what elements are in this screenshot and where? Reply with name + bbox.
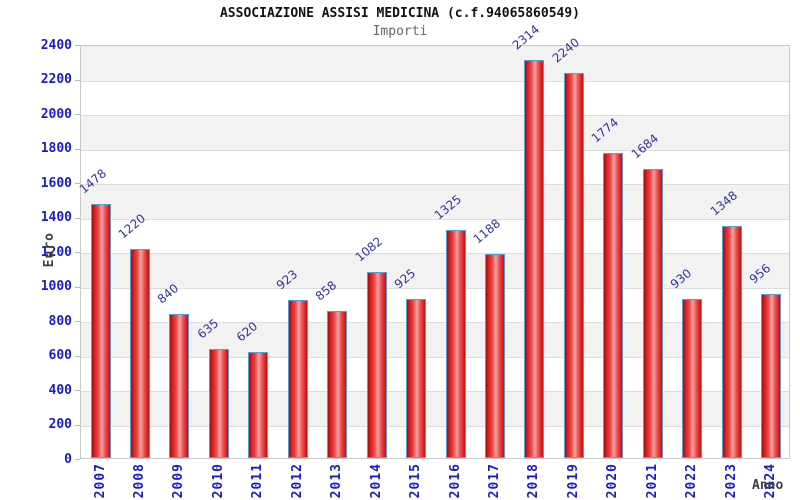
gridline: [81, 322, 789, 323]
y-tick-mark: [75, 390, 80, 391]
y-tick-mark: [75, 114, 80, 115]
x-tick-label: 2017: [486, 463, 502, 499]
y-tick-label: 1000: [40, 279, 72, 294]
bar-2014: [366, 272, 387, 458]
y-axis-title: Euro: [42, 232, 57, 268]
x-tick-label: 2010: [210, 463, 226, 499]
x-tick-label: 2023: [723, 463, 739, 499]
gridline: [81, 115, 789, 116]
y-tick-mark: [75, 286, 80, 288]
y-tick-mark: [75, 355, 80, 357]
y-tick-label: 600: [48, 348, 72, 363]
y-tick-label: 200: [48, 417, 72, 432]
bar-2015: [406, 299, 427, 458]
x-tick-label: 2011: [250, 463, 266, 499]
bar-2016: [445, 230, 466, 458]
x-tick-label: 2022: [684, 463, 700, 499]
bar-2013: [327, 310, 348, 458]
y-tick-label: 1800: [40, 141, 72, 156]
bar-2019: [563, 72, 584, 458]
gridline: [81, 425, 789, 427]
chart-subtitle: Importi: [372, 24, 428, 39]
y-tick-label: 400: [48, 382, 72, 398]
y-tick-mark: [75, 45, 80, 46]
y-tick-label: 1200: [40, 244, 72, 260]
x-tick-label: 2020: [605, 463, 621, 499]
bar-2023: [721, 226, 742, 458]
bar-2010: [208, 349, 229, 458]
y-tick-label: 2000: [40, 106, 72, 122]
gridline: [81, 391, 789, 392]
y-tick-label: 800: [48, 313, 72, 329]
x-tick-label: 2013: [329, 463, 345, 499]
y-tick-mark: [75, 79, 80, 81]
y-tick-label: 1600: [40, 175, 72, 191]
x-tick-label: 2007: [92, 463, 108, 499]
gridline: [81, 218, 789, 220]
gridline: [81, 356, 789, 358]
bar-2021: [642, 168, 663, 458]
plot-band: [81, 391, 789, 426]
x-tick-label: 2016: [447, 463, 463, 499]
bar-2012: [287, 299, 308, 458]
bar-2017: [484, 254, 505, 458]
bar-2022: [682, 298, 703, 458]
bar-2018: [524, 59, 545, 458]
gridline: [81, 253, 789, 254]
x-axis-title: Anno: [752, 478, 784, 493]
y-tick-label: 2200: [40, 72, 72, 87]
plot-band: [81, 115, 789, 150]
y-tick-mark: [75, 252, 80, 253]
y-tick-label: 0: [64, 451, 72, 467]
plot-band: [81, 81, 789, 116]
y-tick-mark: [75, 459, 80, 460]
y-tick-label: 1400: [40, 210, 72, 225]
x-tick-label: 2012: [289, 463, 305, 499]
bar-2011: [248, 352, 269, 458]
x-tick-label: 2018: [526, 463, 542, 499]
plot-band: [81, 150, 789, 185]
bar-2024: [761, 294, 782, 458]
x-tick-label: 2009: [171, 463, 187, 499]
plot-band: [81, 322, 789, 357]
y-tick-label: 2400: [40, 37, 72, 53]
plot-band: [81, 253, 789, 288]
y-tick-mark: [75, 424, 80, 426]
plot-band: [81, 219, 789, 254]
bar-2009: [169, 314, 190, 458]
x-tick-label: 2019: [565, 463, 581, 499]
plot-band: [81, 184, 789, 219]
x-tick-label: 2021: [644, 463, 660, 499]
gridline: [81, 80, 789, 82]
y-tick-mark: [75, 148, 80, 150]
y-tick-mark: [75, 183, 80, 184]
x-tick-label: 2014: [368, 463, 384, 499]
plot-band: [81, 46, 789, 81]
x-tick-label: 2015: [408, 463, 424, 499]
bar-2007: [90, 204, 111, 458]
y-tick-mark: [75, 321, 80, 322]
gridline: [81, 287, 789, 289]
chart-title: ASSOCIAZIONE ASSISI MEDICINA (c.f.940658…: [219, 6, 581, 21]
y-tick-mark: [75, 217, 80, 219]
x-tick-label: 2008: [131, 463, 147, 499]
plot-area: [80, 45, 790, 459]
bar-2008: [129, 248, 150, 458]
gridline: [81, 184, 789, 185]
bar-2020: [603, 152, 624, 458]
gridline: [81, 149, 789, 151]
